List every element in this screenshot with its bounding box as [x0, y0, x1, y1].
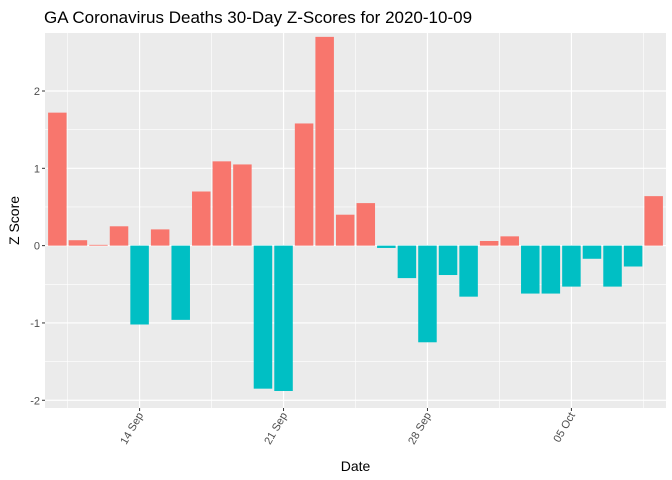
y-axis-title: Z Score [6, 196, 22, 245]
y-tick-label: 1 [34, 163, 40, 175]
bar [68, 240, 88, 246]
bar [377, 245, 396, 248]
bar [192, 191, 211, 246]
bar [356, 203, 376, 246]
bar [315, 36, 334, 246]
bar [89, 244, 108, 246]
bar [500, 236, 519, 246]
y-tick-label: 0 [34, 241, 40, 253]
y-tick-label: -1 [30, 318, 40, 330]
bar [644, 196, 663, 246]
bar [479, 240, 499, 246]
bar [397, 245, 417, 279]
bar [541, 245, 561, 294]
bar [150, 229, 170, 246]
bar [294, 123, 314, 246]
bar [253, 245, 273, 389]
bar [48, 112, 67, 246]
bar [274, 245, 293, 391]
x-tick-label: 21 Sep [262, 411, 290, 447]
bar [582, 245, 602, 259]
chart-title: GA Coronavirus Deaths 30-Day Z-Scores fo… [44, 8, 472, 27]
bar [130, 245, 149, 325]
bar [171, 245, 190, 320]
bar [438, 245, 458, 276]
x-axis-title: Date [341, 458, 371, 474]
bar [109, 226, 129, 246]
y-tick-label: -2 [30, 395, 40, 407]
bar [212, 161, 232, 246]
x-tick-label: 28 Sep [406, 411, 434, 447]
x-tick-label: 05 Oct [551, 411, 578, 445]
bar [233, 164, 252, 246]
x-axis: 14 Sep 21 Sep 28 Sep 05 Oct [118, 408, 578, 447]
bar [521, 245, 540, 294]
bar [562, 245, 581, 287]
bar [603, 245, 622, 287]
bar [623, 245, 643, 267]
x-tick-label: 14 Sep [118, 411, 146, 447]
bar [335, 214, 355, 246]
bar [418, 245, 437, 343]
bars [48, 36, 663, 391]
y-axis: -2 -1 0 1 2 [30, 86, 45, 407]
y-tick-label: 2 [34, 86, 40, 98]
bar [459, 245, 478, 297]
